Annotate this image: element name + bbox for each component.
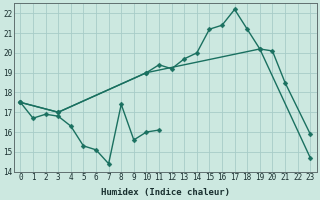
X-axis label: Humidex (Indice chaleur): Humidex (Indice chaleur) xyxy=(101,188,230,197)
